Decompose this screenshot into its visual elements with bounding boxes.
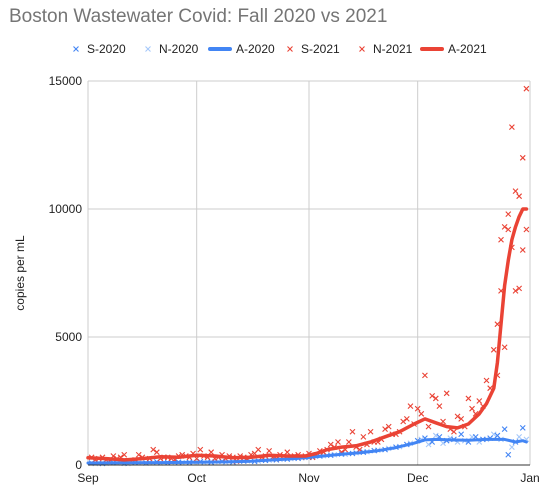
legend-label: A-2021 <box>448 42 487 56</box>
data-point <box>494 432 501 439</box>
data-point <box>516 433 523 440</box>
data-point <box>443 390 450 397</box>
legend-label: N-2021 <box>373 42 413 56</box>
series-s-2020 <box>88 424 526 467</box>
legend-item-s-2021: S-2021 <box>287 42 340 56</box>
legend-item-a-2020: A-2020 <box>208 42 275 56</box>
y-tick-label: 10000 <box>49 202 83 216</box>
data-point <box>451 428 457 435</box>
series-a-2021-line <box>86 207 529 462</box>
line-layer <box>86 207 529 465</box>
axes: 0 5000 10000 15000 Sep Oct Nov Dec Jan <box>49 74 540 485</box>
data-point <box>458 416 465 422</box>
data-point <box>483 377 490 384</box>
data-point <box>135 451 142 458</box>
x-tick-label: Dec <box>407 471 428 485</box>
data-point <box>385 423 392 430</box>
legend-marker <box>73 46 79 52</box>
data-point <box>516 285 523 292</box>
data-point <box>432 432 439 439</box>
data-point <box>458 431 465 438</box>
data-point <box>508 124 515 130</box>
legend-marker <box>287 46 293 52</box>
legend-label: S-2020 <box>87 42 126 56</box>
data-point <box>335 439 341 445</box>
data-point <box>512 188 519 194</box>
data-point <box>519 247 526 253</box>
data-point <box>512 288 519 294</box>
data-point <box>327 441 334 448</box>
legend-item-n-2020: N-2020 <box>145 42 199 56</box>
data-point <box>121 451 128 458</box>
data-point <box>422 372 428 379</box>
data-point <box>476 398 483 404</box>
data-point <box>414 405 421 412</box>
data-point <box>349 428 356 435</box>
data-point <box>469 405 475 412</box>
data-point <box>508 444 515 450</box>
legend: S-2020 N-2020 A-2020 S-2021 N-2021 A-2021 <box>73 42 487 56</box>
data-point <box>519 154 526 161</box>
data-point <box>367 428 374 435</box>
legend-item-a-2021: A-2021 <box>420 42 487 56</box>
data-point <box>516 193 523 200</box>
data-point <box>407 403 414 410</box>
series-a-2020-line <box>86 437 528 465</box>
data-point <box>436 403 443 410</box>
data-point <box>153 449 160 456</box>
data-point <box>465 395 472 402</box>
data-point <box>150 446 157 453</box>
legend-marker <box>145 46 151 52</box>
data-point <box>403 416 410 422</box>
y-axis-title: copies per mL <box>13 235 27 311</box>
data-point <box>523 226 530 233</box>
data-point <box>498 236 504 243</box>
data-point <box>505 211 512 218</box>
data-point <box>429 392 436 399</box>
x-tick-label: Sep <box>77 471 99 485</box>
legend-item-s-2020: S-2020 <box>73 42 126 56</box>
data-point <box>418 410 425 417</box>
data-point <box>360 433 367 440</box>
y-tick-label: 15000 <box>49 74 83 88</box>
data-point <box>454 413 461 420</box>
data-point <box>494 321 501 328</box>
data-point <box>266 448 273 454</box>
grid <box>87 80 531 465</box>
data-point <box>523 85 530 92</box>
legend-marker <box>359 46 365 52</box>
x-tick-label: Nov <box>298 471 319 485</box>
data-point <box>345 439 352 445</box>
legend-item-n-2021: N-2021 <box>359 42 413 56</box>
data-point <box>425 423 432 430</box>
data-point <box>432 395 439 402</box>
y-tick-label: 5000 <box>55 330 82 344</box>
legend-label: N-2020 <box>159 42 199 56</box>
data-point <box>382 426 388 433</box>
legend-label: S-2021 <box>301 42 340 56</box>
data-point <box>501 344 508 351</box>
data-point <box>208 449 215 456</box>
y-tick-label: 0 <box>75 458 82 472</box>
x-tick-label: Jan <box>520 471 539 485</box>
data-point <box>505 226 512 233</box>
data-point <box>197 446 204 453</box>
data-point <box>440 440 446 447</box>
data-point <box>255 446 262 453</box>
data-point <box>519 424 526 431</box>
data-point <box>505 451 512 458</box>
data-point <box>490 346 497 353</box>
legend-label: A-2020 <box>236 42 275 56</box>
data-point <box>284 449 291 456</box>
data-point <box>501 426 508 433</box>
chart-title: Boston Wastewater Covid: Fall 2020 vs 20… <box>9 6 388 27</box>
data-point <box>400 418 407 425</box>
x-tick-label: Oct <box>187 471 206 485</box>
data-point <box>501 224 508 230</box>
series-n-2021 <box>92 188 530 465</box>
data-point <box>425 441 432 448</box>
